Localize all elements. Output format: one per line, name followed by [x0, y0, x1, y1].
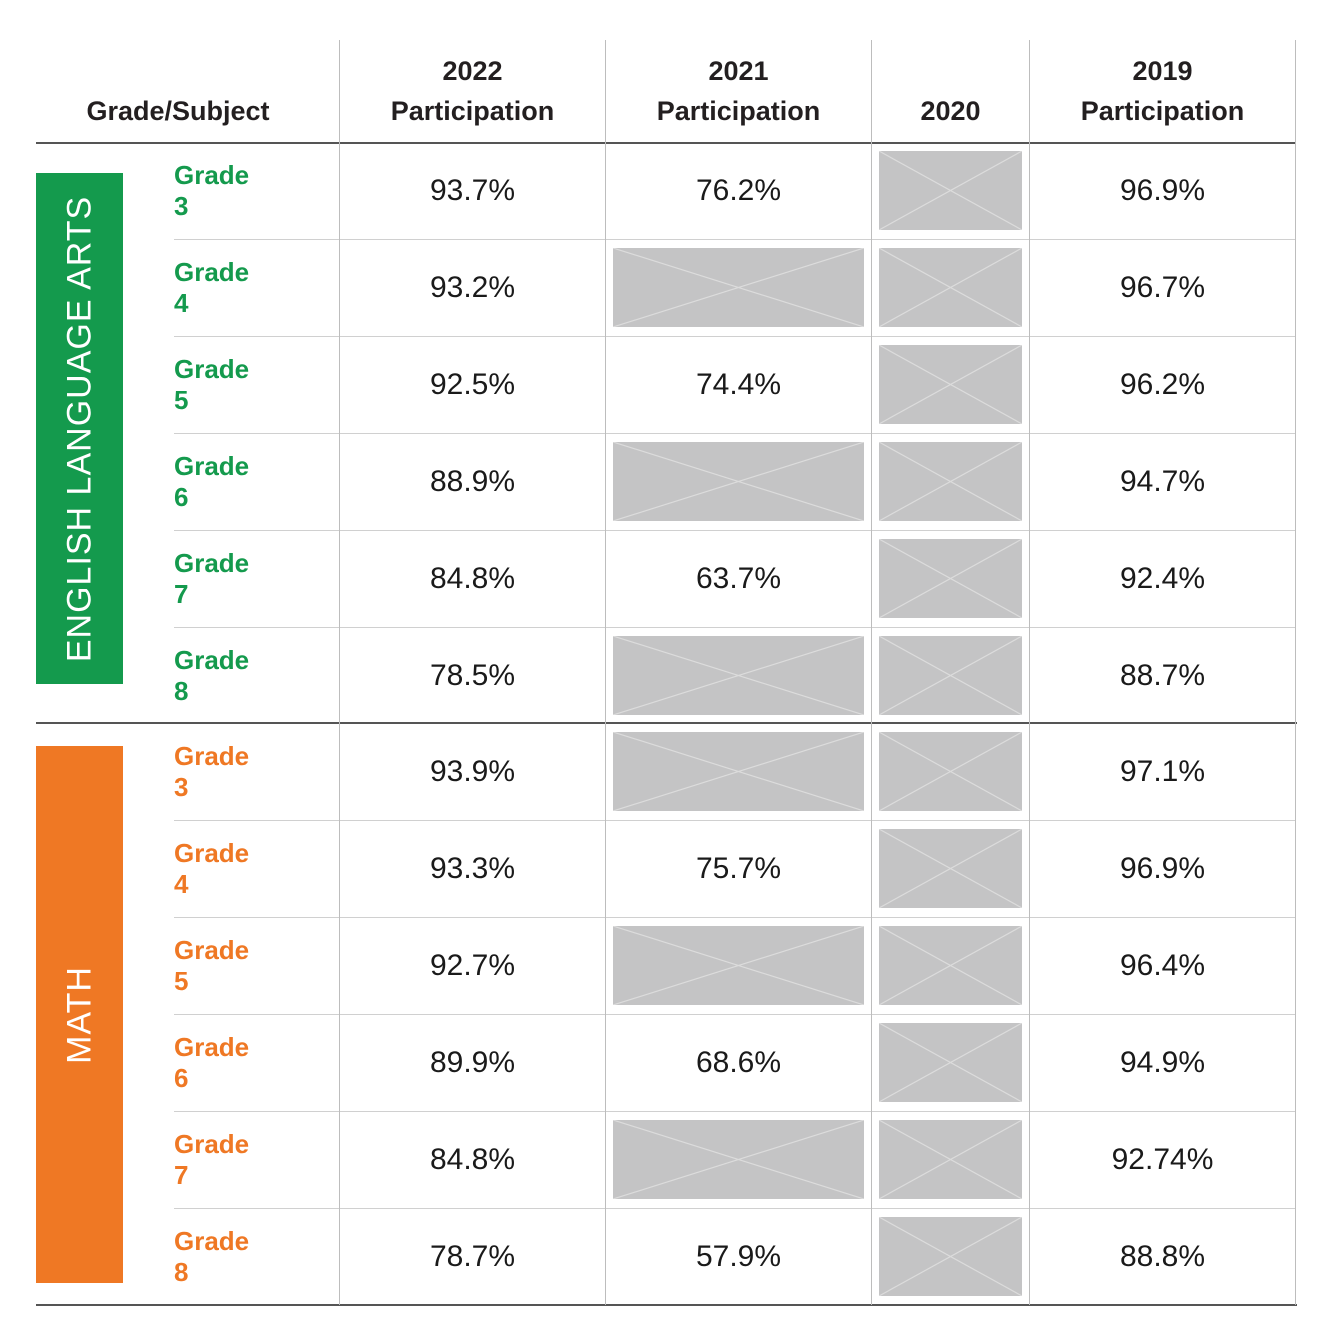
header-2019: 2019 Participation: [1030, 40, 1295, 142]
grade-label: Grade 5: [174, 353, 250, 415]
no-data-placeholder: [613, 636, 864, 715]
no-data-placeholder: [613, 926, 864, 1005]
table-bottom-rule: [36, 1304, 1297, 1306]
cell-p2019: 97.1%: [1119, 754, 1206, 788]
row-divider: [174, 820, 1295, 821]
no-data-placeholder: [879, 151, 1022, 230]
header-2019-label: Participation: [1080, 96, 1245, 126]
no-data-placeholder: [613, 1120, 864, 1199]
no-data-placeholder: [879, 1120, 1022, 1199]
cell-p2019: 92.4%: [1119, 561, 1206, 595]
cell-p2019: 96.9%: [1119, 851, 1206, 885]
row-divider: [174, 1014, 1295, 1015]
subject-band-ela: ENGLISH LANGUAGE ARTS: [36, 173, 123, 684]
grade-label: Grade 3: [174, 740, 250, 802]
cell-p2019: 92.74%: [1111, 1142, 1214, 1176]
cell-p2019: 96.7%: [1119, 270, 1206, 304]
column-divider: [1029, 40, 1030, 1305]
cell-p2022: 84.8%: [429, 561, 516, 595]
grade-label: Grade 7: [174, 1128, 250, 1190]
cell-p2022: 93.9%: [429, 754, 516, 788]
row-divider: [174, 433, 1295, 434]
cell-p2019: 96.4%: [1119, 948, 1206, 982]
subject-band-math: MATH: [36, 746, 123, 1283]
cell-p2021: 57.9%: [695, 1239, 782, 1273]
grade-label: Grade 6: [174, 1031, 250, 1093]
row-divider: [174, 1208, 1295, 1209]
no-data-placeholder: [879, 442, 1022, 521]
no-data-placeholder: [879, 1217, 1022, 1296]
column-divider: [1295, 40, 1296, 1305]
cell-p2022: 92.7%: [429, 948, 516, 982]
cell-p2022: 93.7%: [429, 173, 516, 207]
header-2021-year: 2021: [708, 56, 769, 86]
grade-label: Grade 6: [174, 450, 250, 512]
grade-label: Grade 3: [174, 159, 250, 221]
row-divider: [174, 917, 1295, 918]
column-divider: [871, 40, 872, 1305]
column-divider: [339, 40, 340, 1305]
row-divider: [174, 336, 1295, 337]
header-grade-subject: Grade/Subject: [36, 40, 320, 142]
header-2022-label: Participation: [390, 96, 555, 126]
no-data-placeholder: [879, 1023, 1022, 1102]
cell-p2022: 78.5%: [429, 658, 516, 692]
no-data-placeholder: [879, 636, 1022, 715]
grade-label: Grade 8: [174, 644, 250, 706]
row-divider: [174, 530, 1295, 531]
grade-label: Grade 4: [174, 837, 250, 899]
no-data-placeholder: [879, 345, 1022, 424]
column-divider: [605, 40, 606, 1305]
cell-p2021: 76.2%: [695, 173, 782, 207]
no-data-placeholder: [879, 732, 1022, 811]
no-data-placeholder: [613, 442, 864, 521]
row-divider: [174, 1111, 1295, 1112]
cell-p2019: 96.2%: [1119, 367, 1206, 401]
row-divider: [174, 627, 1295, 628]
row-divider: [174, 239, 1295, 240]
grade-label: Grade 7: [174, 547, 250, 609]
header-2019-year: 2019: [1132, 56, 1193, 86]
cell-p2019: 96.9%: [1119, 173, 1206, 207]
no-data-placeholder: [879, 829, 1022, 908]
grade-label: Grade 8: [174, 1225, 250, 1287]
header-2020: 2020: [872, 40, 1029, 142]
cell-p2019: 88.7%: [1119, 658, 1206, 692]
cell-p2022: 93.3%: [429, 851, 516, 885]
cell-p2022: 89.9%: [429, 1045, 516, 1079]
subject-label: MATH: [60, 965, 98, 1064]
no-data-placeholder: [879, 926, 1022, 1005]
cell-p2021: 74.4%: [695, 367, 782, 401]
header-2021-label: Participation: [656, 96, 821, 126]
no-data-placeholder: [613, 732, 864, 811]
cell-p2019: 88.8%: [1119, 1239, 1206, 1273]
header-divider: [36, 142, 1295, 144]
no-data-placeholder: [879, 539, 1022, 618]
header-grade-subject-label: Grade/Subject: [86, 96, 270, 126]
header-2021: 2021 Participation: [606, 40, 871, 142]
no-data-placeholder: [879, 248, 1022, 327]
header-2022: 2022 Participation: [340, 40, 605, 142]
cell-p2019: 94.7%: [1119, 464, 1206, 498]
no-data-placeholder: [613, 248, 864, 327]
cell-p2022: 78.7%: [429, 1239, 516, 1273]
cell-p2019: 94.9%: [1119, 1045, 1206, 1079]
header-2020-year: 2020: [920, 96, 981, 126]
grade-label: Grade 4: [174, 256, 250, 318]
cell-p2021: 63.7%: [695, 561, 782, 595]
cell-p2022: 93.2%: [429, 270, 516, 304]
cell-p2022: 84.8%: [429, 1142, 516, 1176]
cell-p2022: 88.9%: [429, 464, 516, 498]
grade-label: Grade 5: [174, 934, 250, 996]
cell-p2022: 92.5%: [429, 367, 516, 401]
cell-p2021: 68.6%: [695, 1045, 782, 1079]
header-2022-year: 2022: [442, 56, 503, 86]
section-divider: [36, 722, 1297, 724]
subject-label: ENGLISH LANGUAGE ARTS: [60, 195, 98, 662]
cell-p2021: 75.7%: [695, 851, 782, 885]
